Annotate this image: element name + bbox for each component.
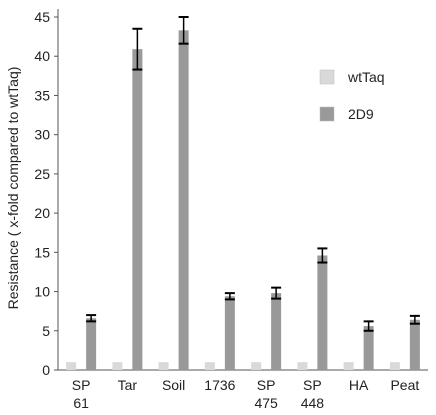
bar-wttaq-6	[343, 362, 354, 370]
x-axis-labels: SP 61 Tar Soil 1736 SP 475 SP 448 HA Peat	[72, 377, 420, 411]
y-tick-label: 30	[34, 127, 50, 143]
y-tick-label: 25	[34, 166, 50, 182]
x-tick-label-4: SP 475	[254, 377, 278, 411]
bar-wttaq-3	[204, 362, 215, 370]
legend: wtTaq 2D9	[319, 69, 385, 122]
x-tick-label-0: SP 61	[72, 377, 91, 411]
y-tick-label: 45	[34, 9, 50, 25]
bar-wttaq-4	[251, 362, 262, 370]
bar-2d9-7	[409, 319, 420, 370]
y-tick-label: 35	[34, 87, 50, 103]
legend-label-wttaq: wtTaq	[347, 69, 385, 85]
y-axis-title: Resistance ( x-fold compared to wtTaq)	[5, 67, 21, 310]
x-tick-label-6: HA	[349, 377, 369, 393]
bar-wttaq-0	[66, 362, 77, 370]
bar-2d9-0	[86, 318, 97, 370]
x-tick-label-3: 1736	[204, 377, 235, 393]
bar-2d9-2	[178, 30, 189, 370]
y-tick-label: 0	[42, 362, 50, 378]
legend-swatch-2d9	[319, 106, 335, 122]
legend-swatch-wttaq	[319, 69, 335, 85]
x-tick-label-1: Tar	[118, 377, 138, 393]
y-tick-label: 15	[34, 244, 50, 260]
y-axis: 0 5 10 15 20 25 30 35 40 45	[34, 9, 428, 378]
bar-wttaq-2	[158, 362, 169, 370]
bars	[66, 30, 420, 370]
bar-wttaq-1	[112, 362, 123, 370]
bar-2d9-1	[132, 49, 143, 370]
bar-2d9-6	[363, 326, 374, 370]
x-tick-label-5: SP 448	[301, 377, 325, 411]
x-tick-label-2: Soil	[162, 377, 185, 393]
y-tick-label: 10	[34, 284, 50, 300]
bar-2d9-4	[271, 293, 282, 370]
y-tick-label: 20	[34, 205, 50, 221]
y-tick-label: 40	[34, 48, 50, 64]
bar-2d9-5	[317, 255, 328, 370]
error-bars	[86, 16, 420, 332]
y-tick-label: 5	[42, 323, 50, 339]
x-tick-label-7: Peat	[390, 377, 419, 393]
bar-2d9-3	[224, 296, 235, 370]
bar-wttaq-7	[389, 362, 400, 370]
legend-label-2d9: 2D9	[348, 106, 374, 122]
bar-wttaq-5	[297, 362, 308, 370]
